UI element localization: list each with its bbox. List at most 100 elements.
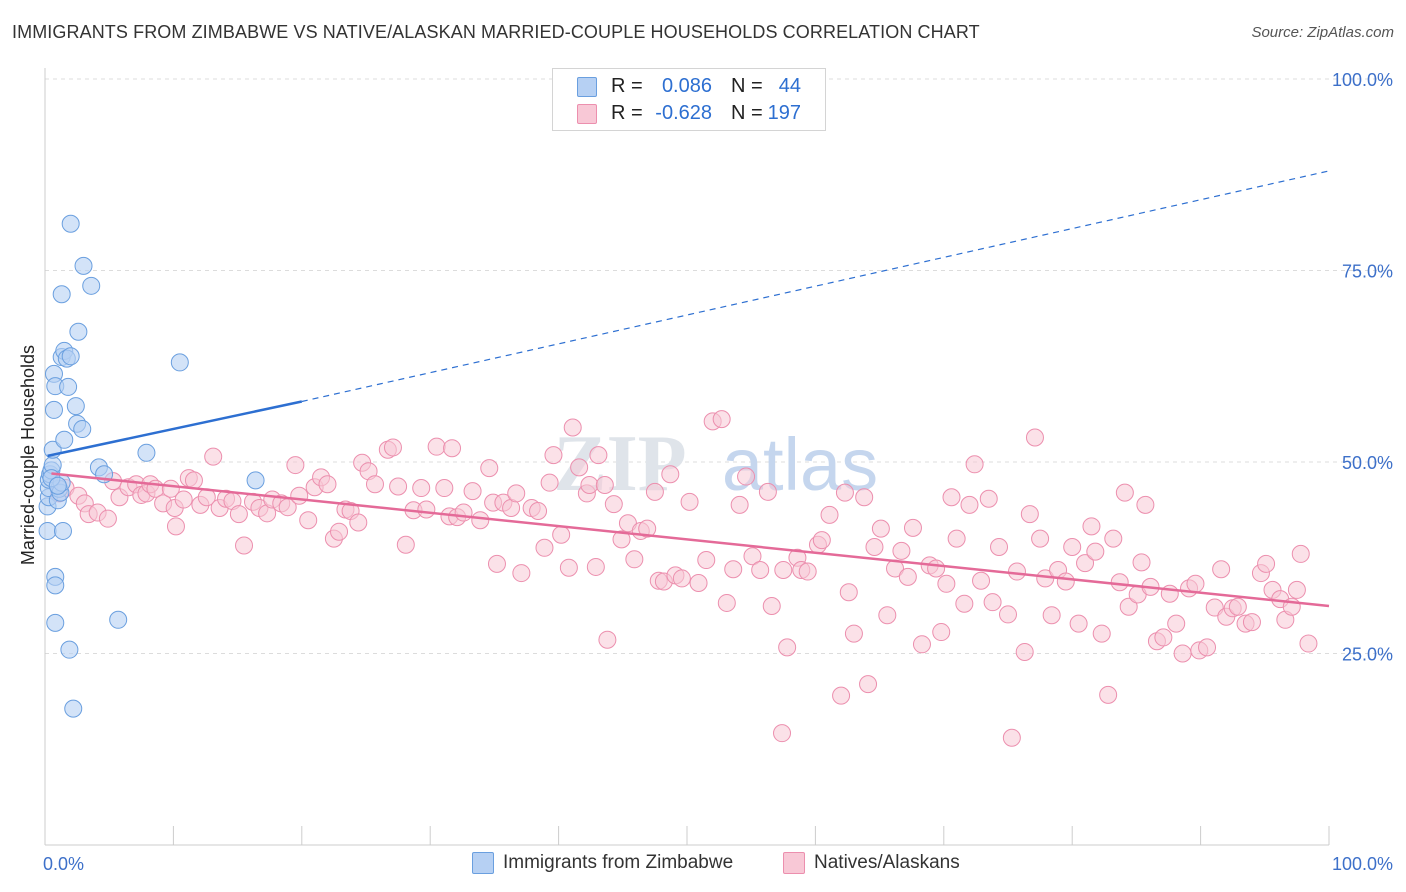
- data-point-zimbabwe: [60, 640, 79, 659]
- data-point-natives: [389, 477, 408, 496]
- legend-swatch-blue: [577, 77, 597, 97]
- data-point-zimbabwe: [66, 397, 85, 416]
- data-point-natives: [1076, 554, 1095, 573]
- data-point-natives: [1257, 554, 1276, 573]
- data-point-natives: [589, 446, 608, 465]
- axes: [44, 68, 1330, 846]
- legend-r-label: R =: [611, 102, 643, 124]
- data-point-natives: [570, 458, 589, 477]
- data-point-natives: [1154, 628, 1173, 647]
- data-point-natives: [774, 561, 793, 580]
- watermark-atlas: atlas: [722, 423, 878, 506]
- data-point-natives: [773, 724, 792, 743]
- data-point-natives: [1025, 428, 1044, 447]
- legend-n-value: 197: [767, 102, 801, 124]
- data-point-natives: [349, 513, 368, 532]
- data-point-natives: [672, 569, 691, 588]
- data-point-natives: [1092, 624, 1111, 643]
- data-point-natives: [166, 517, 185, 536]
- data-point-natives: [580, 475, 599, 494]
- data-point-natives: [960, 495, 979, 514]
- data-point-natives: [625, 550, 644, 569]
- data-point-natives: [730, 495, 749, 514]
- data-point-natives: [1186, 574, 1205, 593]
- data-point-natives: [559, 558, 578, 577]
- data-point-natives: [661, 465, 680, 484]
- data-point-natives: [1299, 634, 1318, 653]
- data-point-natives: [903, 518, 922, 537]
- data-point-zimbabwe: [74, 256, 93, 275]
- bottom-legend-label-natives: Natives/Alaskans: [814, 852, 960, 873]
- data-point-natives: [427, 437, 446, 456]
- y-axis-label: Married-couple Households: [18, 345, 38, 565]
- data-point-natives: [844, 624, 863, 643]
- data-point-zimbabwe: [44, 400, 63, 419]
- data-point-natives: [612, 530, 631, 549]
- data-point-natives: [1056, 572, 1075, 591]
- data-point-natives: [443, 439, 462, 458]
- data-point-natives: [290, 486, 309, 505]
- data-point-zimbabwe: [55, 430, 74, 449]
- data-point-natives: [1287, 580, 1306, 599]
- data-point-natives: [417, 500, 436, 519]
- data-point-natives: [983, 593, 1002, 612]
- data-point-natives: [563, 418, 582, 437]
- y-tick-label: 75.0%: [1342, 262, 1393, 282]
- data-point-natives: [1291, 544, 1310, 563]
- data-point-natives: [286, 456, 305, 475]
- data-point-natives: [383, 438, 402, 457]
- data-point-natives: [942, 488, 961, 507]
- data-point-natives: [544, 446, 563, 465]
- data-point-natives: [1167, 614, 1186, 633]
- data-point-natives: [540, 473, 559, 492]
- data-point-natives: [1099, 685, 1118, 704]
- data-point-natives: [512, 564, 531, 583]
- data-point-natives: [743, 547, 762, 566]
- data-point-zimbabwe: [46, 576, 65, 595]
- data-point-natives: [871, 519, 890, 538]
- data-point-natives: [535, 538, 554, 557]
- data-point-natives: [912, 635, 931, 654]
- trend-line-zimbabwe-projection: [301, 170, 1330, 403]
- data-point-natives: [835, 483, 854, 502]
- data-point-natives: [972, 571, 991, 590]
- data-point-zimbabwe: [137, 443, 156, 462]
- data-point-natives: [229, 505, 248, 524]
- data-point-natives: [598, 630, 617, 649]
- bottom-legend-swatch-zimbabwe: [472, 852, 494, 874]
- data-point-natives: [1086, 542, 1105, 561]
- data-point-natives: [1031, 529, 1050, 548]
- data-point-natives: [1020, 505, 1039, 524]
- data-point-natives: [979, 489, 998, 508]
- data-point-natives: [463, 482, 482, 501]
- data-point-natives: [1242, 613, 1261, 632]
- data-point-natives: [396, 535, 415, 554]
- data-point-natives: [1136, 495, 1155, 514]
- data-point-natives: [595, 475, 614, 494]
- data-point-natives: [330, 522, 349, 541]
- data-point-natives: [1069, 614, 1088, 633]
- data-point-natives: [758, 482, 777, 501]
- legend-n-value: 44: [778, 75, 801, 97]
- data-point-natives: [689, 574, 708, 593]
- data-point-zimbabwe: [170, 353, 189, 372]
- data-point-natives: [638, 519, 657, 538]
- data-point-natives: [1228, 597, 1247, 616]
- legend-row-natives: R = -0.628 N = 197: [553, 100, 825, 126]
- data-point-natives: [454, 503, 473, 522]
- legend-r-value: 0.086: [661, 75, 712, 97]
- data-point-natives: [832, 686, 851, 705]
- legend-n-label: N =: [731, 102, 763, 124]
- data-point-natives: [1104, 529, 1123, 548]
- data-point-natives: [507, 484, 526, 503]
- data-point-zimbabwe: [82, 276, 101, 295]
- data-point-natives: [1115, 483, 1134, 502]
- data-point-natives: [839, 583, 858, 602]
- data-point-natives: [932, 623, 951, 642]
- data-point-zimbabwe: [64, 699, 83, 718]
- data-point-natives: [1173, 644, 1192, 663]
- data-point-natives: [1119, 597, 1138, 616]
- gridlines: [45, 78, 1392, 654]
- data-point-natives: [365, 475, 384, 494]
